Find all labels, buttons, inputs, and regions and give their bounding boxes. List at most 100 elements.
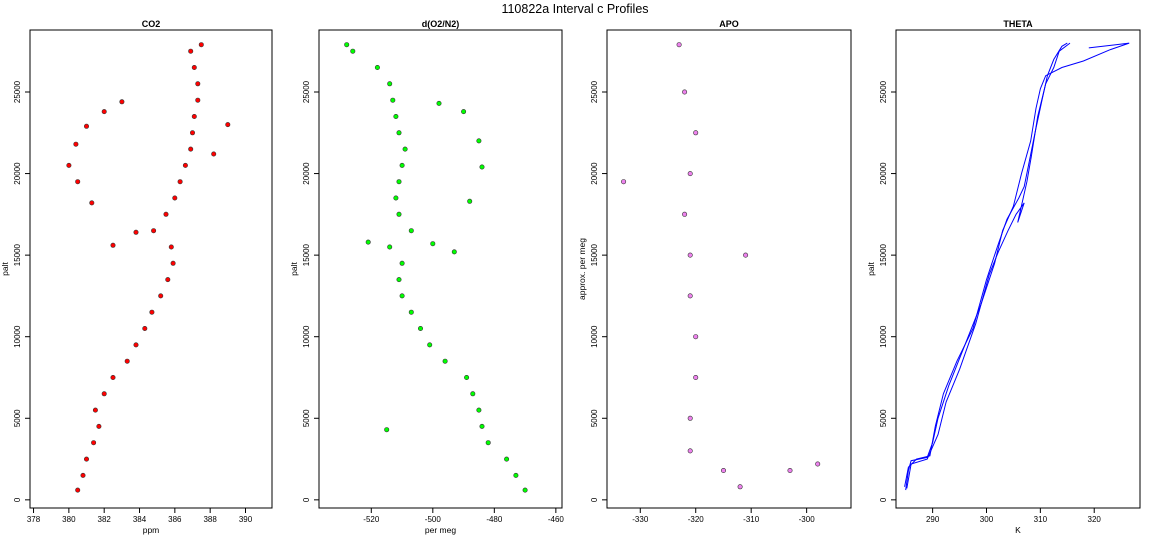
figure-title: 110822a Interval c Profiles [501, 2, 648, 16]
data-point [504, 456, 510, 462]
x-tick-label: 320 [1088, 515, 1102, 524]
data-point [479, 164, 485, 170]
data-point [101, 109, 107, 115]
data-point [451, 249, 457, 255]
x-tick-label: -320 [688, 515, 705, 524]
data-point [387, 244, 393, 250]
y-tick-label: 25000 [302, 80, 311, 103]
data-point [467, 198, 473, 204]
y-tick-label: 10000 [13, 325, 22, 348]
data-point [408, 228, 414, 234]
x-tick-label: 290 [926, 515, 940, 524]
data-point [693, 374, 699, 380]
panel-3: THETA 290 300 310 320 0 5000 10000 15000 20000 250… [866, 19, 1141, 535]
x-tick-label: 380 [62, 515, 76, 524]
data-point [158, 293, 164, 299]
x-tick-label: 382 [98, 515, 112, 524]
data-point [190, 130, 196, 136]
data-point [687, 293, 693, 299]
data-point [476, 138, 482, 144]
data-point [344, 42, 350, 48]
data-point [211, 151, 217, 157]
x-tick-label: 310 [1034, 515, 1048, 524]
y-tick-label: 5000 [879, 409, 888, 427]
data-point [396, 130, 402, 136]
y-axis-label: palt [0, 262, 10, 276]
data-point [787, 467, 793, 473]
data-point [402, 146, 408, 152]
data-point [399, 162, 405, 168]
plot-frame [318, 29, 563, 509]
data-point [124, 358, 130, 364]
x-tick-label: -310 [743, 515, 760, 524]
y-tick-label: 20000 [879, 162, 888, 185]
data-point [682, 89, 688, 95]
data-point [687, 448, 693, 454]
y-tick-label: 0 [13, 497, 22, 502]
data-point [195, 81, 201, 87]
data-point [687, 171, 693, 177]
panel-0: CO2 378 380 382 384 386 388 390 0 5000 10000 15000 2… [0, 19, 273, 535]
data-point [195, 97, 201, 103]
data-point [75, 487, 81, 493]
y-axis-label: approx. per meg [577, 238, 587, 300]
data-point [182, 162, 188, 168]
data-point [743, 252, 749, 258]
data-point [191, 114, 197, 120]
data-point [693, 130, 699, 136]
data-point [687, 415, 693, 421]
y-tick-label: 25000 [879, 80, 888, 103]
theta-profile-line-0 [905, 42, 1130, 491]
y-tick-label: 10000 [879, 325, 888, 348]
data-point [522, 487, 528, 493]
data-point [191, 65, 197, 71]
data-point [89, 200, 95, 206]
data-point [417, 325, 423, 331]
data-point [110, 374, 116, 380]
x-tick-label: 386 [168, 515, 182, 524]
data-point [188, 48, 194, 54]
panel-title: CO2 [142, 19, 161, 29]
data-point [66, 162, 72, 168]
data-point [168, 244, 174, 250]
data-point [399, 260, 405, 266]
y-tick-label: 25000 [590, 80, 599, 103]
data-point [163, 211, 169, 217]
data-point [177, 179, 183, 185]
data-point [374, 65, 380, 71]
x-axis-label: per meg [425, 525, 456, 535]
data-point [350, 48, 356, 54]
data-point [470, 391, 476, 397]
y-tick-label: 5000 [13, 409, 22, 427]
theta-profile-line-2 [906, 42, 1071, 489]
data-point [393, 195, 399, 201]
data-point [485, 440, 491, 446]
data-point [384, 427, 390, 433]
data-point [142, 325, 148, 331]
data-point [80, 472, 86, 478]
y-tick-label: 15000 [879, 243, 888, 266]
x-tick-label: 300 [980, 515, 994, 524]
data-point [464, 374, 470, 380]
y-tick-label: 25000 [13, 80, 22, 103]
x-tick-label: -520 [363, 515, 380, 524]
data-point [92, 407, 98, 413]
data-point [84, 456, 90, 462]
x-tick-label: 388 [203, 515, 217, 524]
data-point [119, 99, 125, 105]
data-point [408, 309, 414, 315]
x-tick-label: 390 [239, 515, 253, 524]
plot-frame [29, 29, 273, 509]
data-point [430, 241, 436, 247]
panel-2: APO -330 -320 -310 -300 0 5000 10000 15000 20000 2… [577, 19, 852, 524]
data-point [479, 423, 485, 429]
x-axis-label: K [1015, 525, 1021, 535]
data-point [84, 123, 90, 129]
panel-title: d(O2/N2) [422, 19, 460, 29]
data-point [393, 114, 399, 120]
data-point [198, 42, 204, 48]
data-point [165, 277, 171, 283]
data-point [693, 334, 699, 340]
